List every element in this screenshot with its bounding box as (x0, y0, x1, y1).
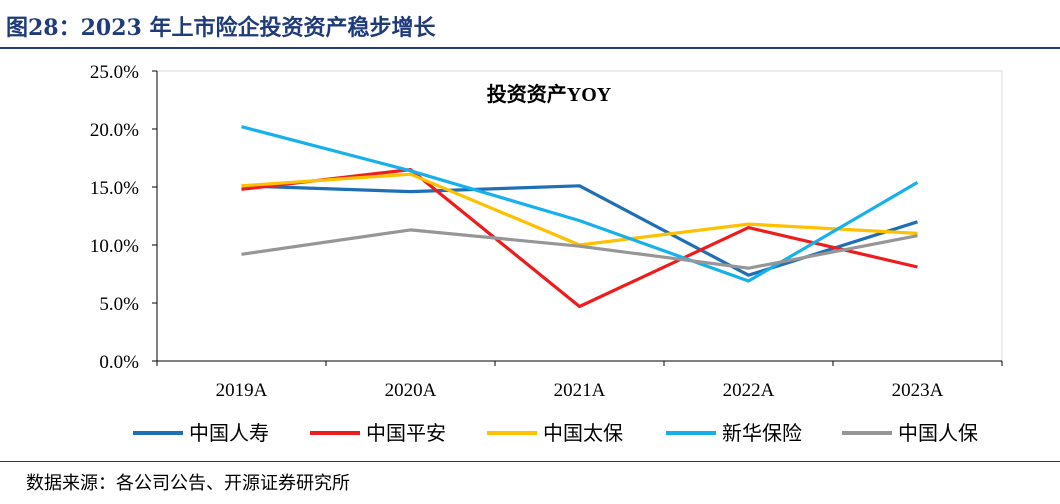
plot-frame (156, 70, 1003, 362)
y-tick-label: 15.0% (90, 178, 139, 199)
x-tick-label: 2019A (216, 380, 268, 401)
legend-label: 中国人保 (898, 421, 978, 445)
series-line-1 (241, 184, 918, 277)
y-tick-label: 25.0% (90, 62, 139, 83)
x-tick-label: 2022A (723, 380, 775, 401)
x-tick-label: 2021A (554, 380, 606, 401)
series-line-4 (241, 125, 919, 283)
line-chart: 0.0% 5.0% 10.0% 15.0% 20.0% 25.0% 2019A 2020A 20… (90, 62, 1003, 445)
x-tick-label: 2023A (892, 380, 944, 401)
legend-label: 中国太保 (543, 421, 623, 445)
series-line-5 (241, 228, 918, 270)
source-note: 数据来源：各公司公告、开源证券研究所 (26, 473, 350, 494)
y-tick-label: 5.0% (99, 294, 139, 315)
x-tick-label: 2020A (385, 380, 437, 401)
y-tick-label: 20.0% (90, 120, 139, 141)
series-line-2 (241, 168, 918, 309)
chart-axes: 0.0% 5.0% 10.0% 15.0% 20.0% 25.0% 2019A 2020A 20… (90, 62, 1003, 401)
chart-legend: 中国人寿 中国平安 中国太保 新华保险 中国人保 (133, 421, 978, 445)
chart-series (241, 125, 919, 309)
legend-label: 新华保险 (722, 421, 802, 445)
legend-label: 中国人寿 (189, 421, 269, 445)
y-tick-label: 10.0% (90, 236, 139, 257)
chart-title: 投资资产YOY (487, 82, 612, 106)
title-divider (0, 47, 1060, 49)
figure-title: 图28：2023 年上市险企投资资产稳步增长 (6, 15, 436, 41)
source-divider (0, 461, 1060, 462)
y-tick-label: 0.0% (99, 352, 139, 373)
legend-label: 中国平安 (366, 421, 446, 445)
